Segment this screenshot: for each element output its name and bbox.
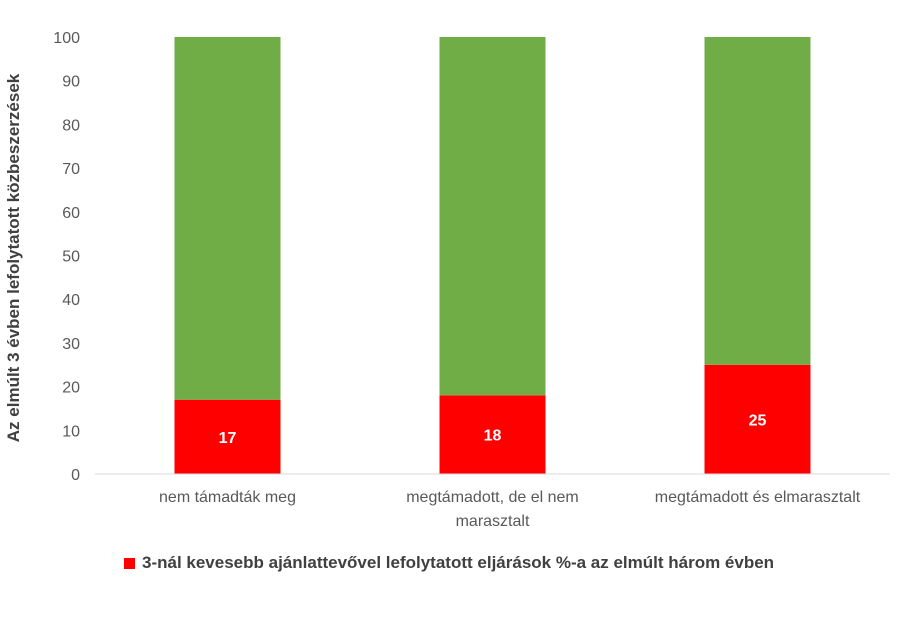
bar-segment-green (174, 37, 281, 400)
y-axis-title: Az elmúlt 3 évben lefolytatott közbeszer… (4, 73, 23, 442)
y-tick-label: 60 (62, 205, 80, 222)
x-category-label: nem támadták meg (159, 489, 296, 506)
x-category-label: marasztalt (456, 513, 530, 530)
bar-segment-green (439, 37, 546, 396)
y-tick-label: 70 (62, 161, 80, 178)
bar-segment-red (704, 364, 811, 474)
y-tick-label: 90 (62, 74, 80, 91)
x-category-label: megtámadott, de el nem (406, 489, 579, 506)
bar-segment-green (704, 37, 811, 365)
y-tick-label: 80 (62, 117, 80, 134)
legend-swatch-red (124, 557, 135, 569)
x-category-label: megtámadott és elmarasztalt (655, 489, 861, 506)
data-label: 17 (219, 430, 237, 447)
y-tick-label: 0 (71, 467, 80, 484)
data-label: 18 (484, 428, 502, 445)
y-tick-label: 50 (62, 249, 80, 266)
y-tick-label: 100 (53, 30, 80, 47)
legend-label: 3-nál kevesebb ajánlattevővel lefolytato… (142, 553, 775, 572)
data-label: 25 (749, 412, 767, 429)
bar-segment-red (439, 395, 546, 474)
y-tick-label: 40 (62, 292, 80, 309)
y-tick-label: 30 (62, 336, 80, 353)
y-tick-label: 10 (62, 423, 80, 440)
y-tick-label: 20 (62, 380, 80, 397)
legend: 3-nál kevesebb ajánlattevővel lefolytato… (124, 553, 774, 573)
bar-segment-red (174, 399, 281, 474)
